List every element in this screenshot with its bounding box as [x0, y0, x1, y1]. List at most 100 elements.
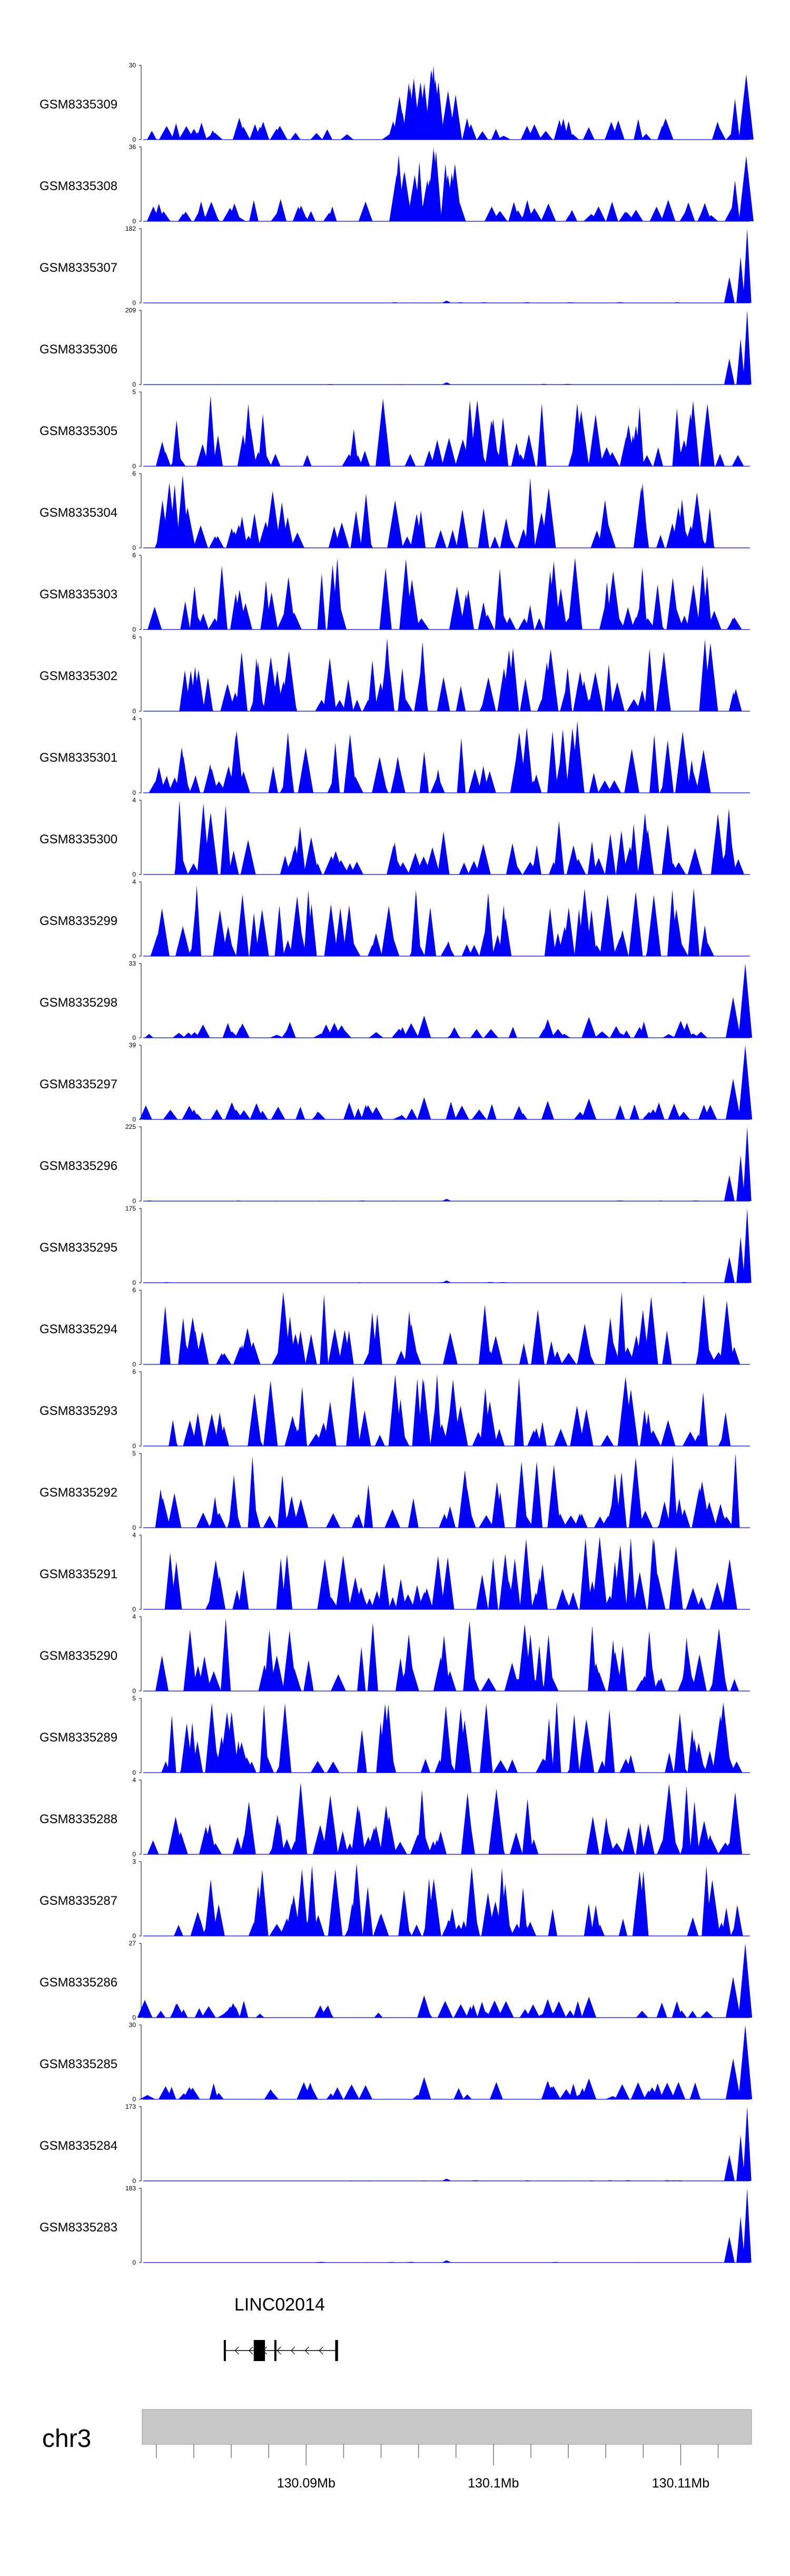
signal-peak: [689, 2082, 701, 2099]
signal-peak: [345, 1843, 355, 1854]
signal-peak: [462, 118, 472, 140]
signal-peak: [573, 2001, 582, 2018]
signal-peak: [479, 1515, 494, 1528]
signal-peak: [246, 1342, 261, 1364]
signal-peak: [470, 1029, 483, 1038]
signal-peak: [627, 699, 641, 711]
strand-arrow: [319, 2346, 323, 2355]
signal-peak: [682, 202, 695, 221]
signal-peak: [269, 1924, 284, 1936]
signal-peak: [568, 1592, 579, 1609]
signal-peak: [357, 1729, 367, 1773]
signal-peak: [555, 749, 570, 793]
signal-peak: [203, 1823, 216, 1854]
sample-label: GSM8335295: [39, 1241, 117, 1255]
signal-peak: [195, 213, 210, 221]
signal-peak: [213, 910, 227, 956]
signal-peak: [724, 358, 735, 385]
track-max-label: 3: [132, 1858, 136, 1865]
signal-peak: [398, 668, 407, 711]
signal-peak: [574, 421, 587, 466]
signal-peak: [646, 929, 660, 956]
signal-peak: [183, 1033, 194, 1038]
signal-peak: [303, 455, 312, 466]
signal-peak: [317, 1559, 332, 1609]
signal-peak: [523, 532, 533, 548]
signal-peak: [239, 440, 248, 466]
signal-peak: [417, 2077, 431, 2099]
sample-label: GSM8335308: [39, 179, 117, 193]
track-max-label: 6: [132, 1368, 136, 1375]
signal-peak: [362, 1886, 373, 1936]
signal-peak: [565, 2010, 575, 2018]
signal-peak: [577, 1323, 592, 1364]
signal-peak: [743, 1208, 752, 1283]
signal-peak: [295, 1330, 306, 1364]
signal-peak: [263, 1516, 276, 1528]
gene-strand-arrows: [234, 2346, 323, 2355]
signal-peak: [504, 1663, 520, 1691]
signal-peak: [263, 656, 279, 711]
signal-peak: [617, 1291, 626, 1364]
sample-label: GSM8335293: [39, 1404, 117, 1418]
signal-peak: [736, 2216, 745, 2263]
signal-peak: [684, 302, 696, 303]
signal-peak: [544, 908, 556, 956]
sample-label: GSM8335301: [39, 751, 117, 765]
signal-peak: [738, 74, 754, 140]
signal-peak: [547, 731, 558, 793]
track-max-label: 27: [129, 1940, 136, 1947]
signal-peak: [345, 942, 361, 956]
signal-peak: [615, 1105, 625, 1119]
signal-peak: [160, 535, 169, 548]
signal-peak: [582, 699, 597, 711]
signal-peak: [527, 780, 540, 793]
strand-arrow: [249, 2346, 253, 2355]
signal-peak: [189, 780, 200, 793]
signal-peak: [144, 1034, 154, 1038]
signal-peak: [674, 1020, 688, 1038]
signal-peak: [623, 1389, 638, 1446]
track-max-label: 4: [132, 715, 136, 722]
track-GSM8335288: GSM8335288 4 0: [39, 1776, 750, 1858]
signal-peak: [292, 1429, 304, 1446]
signal-peak: [429, 65, 439, 140]
track-GSM8335291: GSM8335291 4 0: [39, 1531, 750, 1613]
signal-peak: [230, 735, 242, 793]
signal-peak: [256, 1870, 269, 1936]
signal-peak: [274, 905, 284, 956]
signal-peak: [249, 200, 259, 221]
signal-peak: [673, 2180, 686, 2181]
signal-peak: [442, 1920, 457, 1936]
signal-peak: [479, 931, 491, 956]
signal-peak: [305, 1282, 319, 1283]
signal-peak: [147, 1840, 159, 1854]
signal-peak: [688, 2011, 697, 2018]
signal-peak: [477, 131, 488, 140]
signal-peak: [294, 205, 308, 221]
signal-peak: [576, 1513, 588, 1528]
signal-peak: [677, 1672, 694, 1691]
signal-peak: [697, 565, 708, 630]
signal-peak: [322, 129, 333, 140]
signal-peak: [264, 491, 281, 548]
signal-peak: [440, 1757, 456, 1773]
signal-peak: [434, 1831, 447, 1854]
signal-peak: [212, 384, 221, 385]
signal-peak: [266, 2092, 279, 2099]
signal-peak: [443, 941, 453, 956]
signal-peak: [160, 451, 171, 466]
signal-peak: [610, 682, 625, 711]
signal-peak: [586, 2180, 597, 2181]
signal-peak: [582, 127, 595, 140]
signal-peak: [326, 2093, 335, 2099]
signal-peak: [724, 2155, 735, 2181]
signal-peak: [204, 1879, 217, 1936]
signal-peak: [213, 1514, 223, 1528]
signal-peak: [365, 697, 378, 711]
signal-peak: [638, 1870, 649, 1936]
signal-peak: [669, 1546, 683, 1609]
signal-peak: [488, 1597, 497, 1609]
signal-peak: [331, 601, 347, 630]
signal-peak: [449, 586, 465, 630]
